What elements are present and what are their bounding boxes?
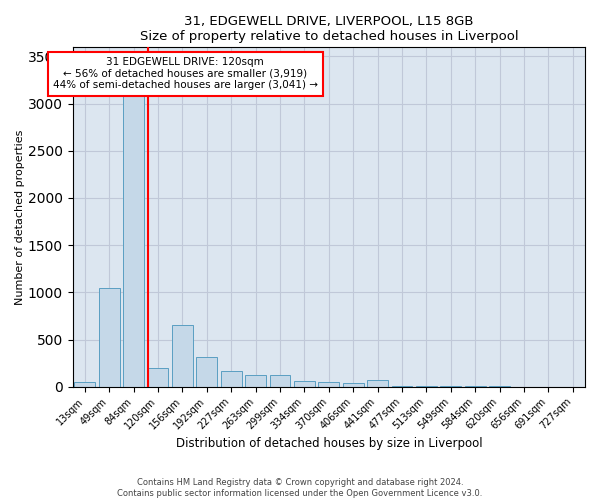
Bar [367,380,388,386]
Bar [148,368,169,386]
X-axis label: Distribution of detached houses by size in Liverpool: Distribution of detached houses by size … [176,437,482,450]
Bar [99,288,119,386]
Bar [269,376,290,386]
Title: 31, EDGEWELL DRIVE, LIVERPOOL, L15 8GB
Size of property relative to detached hou: 31, EDGEWELL DRIVE, LIVERPOOL, L15 8GB S… [139,15,518,43]
Bar [245,375,266,386]
Y-axis label: Number of detached properties: Number of detached properties [15,129,25,304]
Bar [123,61,144,386]
Bar [74,382,95,386]
Bar [294,380,315,386]
Bar [319,382,339,386]
Bar [221,370,242,386]
Bar [196,356,217,386]
Text: 31 EDGEWELL DRIVE: 120sqm
← 56% of detached houses are smaller (3,919)
44% of se: 31 EDGEWELL DRIVE: 120sqm ← 56% of detac… [53,57,318,90]
Bar [172,326,193,386]
Bar [343,383,364,386]
Text: Contains HM Land Registry data © Crown copyright and database right 2024.
Contai: Contains HM Land Registry data © Crown c… [118,478,482,498]
